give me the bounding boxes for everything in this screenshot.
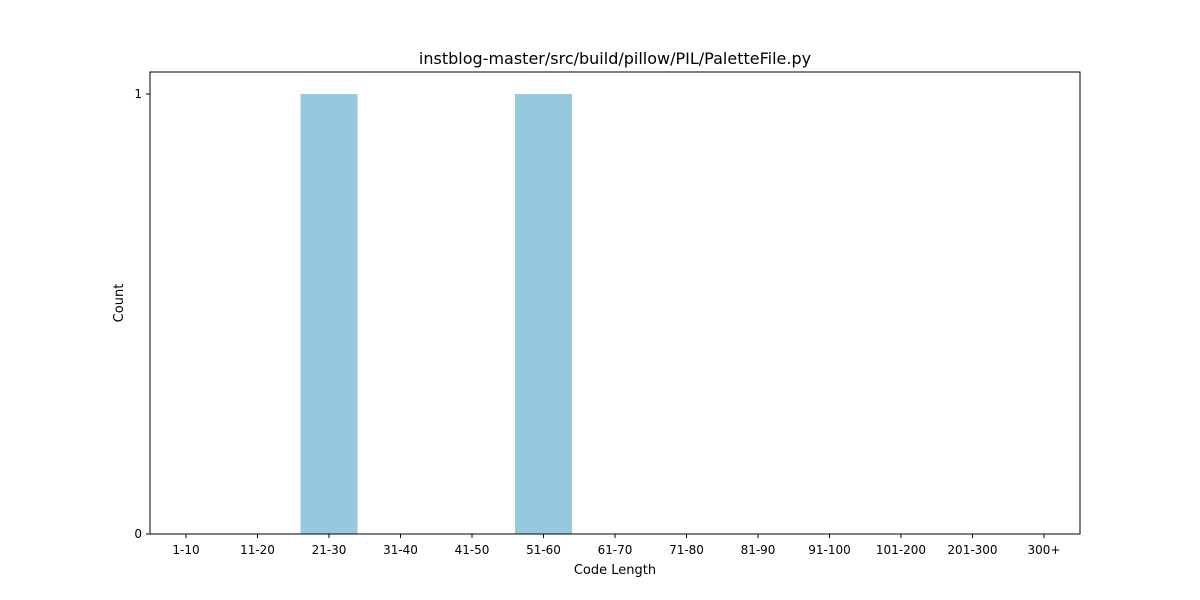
x-tick-label: 31-40 [383,543,418,557]
x-tick-label: 201-300 [947,543,997,557]
x-tick-label: 1-10 [172,543,199,557]
bar-21-30 [300,94,358,534]
x-tick-label: 51-60 [526,543,561,557]
x-tick-label: 11-20 [240,543,275,557]
plot-frame [149,71,1081,535]
bars-layer [300,94,572,534]
x-tick-label: 21-30 [312,543,347,557]
x-tick-label: 81-90 [741,543,776,557]
x-axis-ticks: 1-10 11-20 21-30 31-40 41-50 51-60 61-70 71-80 8… [172,534,1060,557]
x-axis-label: Code Length [574,563,656,578]
x-tick-label: 71-80 [669,543,704,557]
x-tick-label: 91-100 [808,543,851,557]
bar-51-60 [515,94,572,534]
x-tick-label: 61-70 [598,543,633,557]
x-tick-label: 101-200 [876,543,926,557]
x-tick-label: 41-50 [455,543,490,557]
y-tick-label: 1 [134,87,142,101]
y-axis-ticks: 01 [134,87,150,541]
y-axis-label: Count [112,284,127,323]
x-tick-label: 300+ [1028,543,1061,557]
y-tick-label: 0 [134,527,142,541]
chart-title: instblog-master/src/build/pillow/PIL/Pal… [419,49,811,68]
